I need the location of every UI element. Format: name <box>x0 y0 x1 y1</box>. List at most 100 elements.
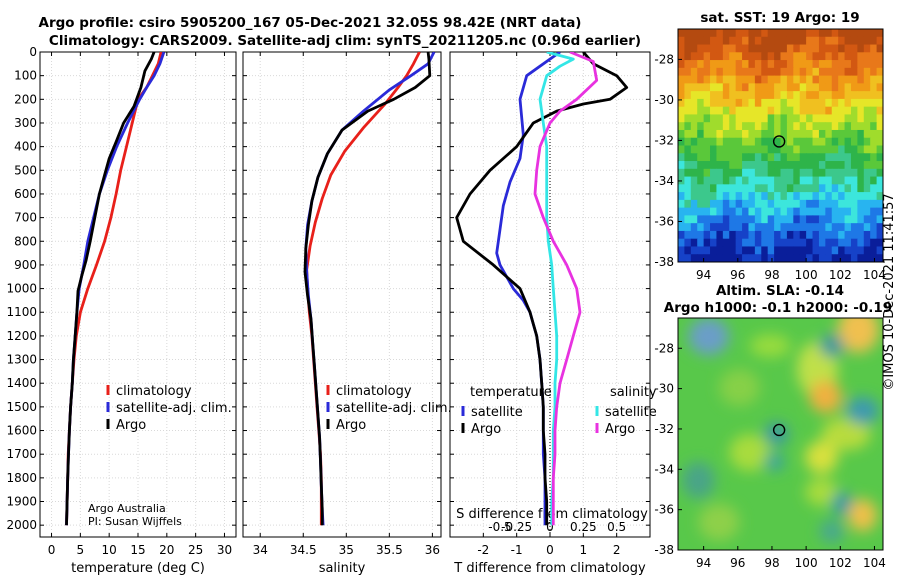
sst-cell <box>678 230 686 240</box>
sst-cell <box>678 238 686 248</box>
sst-cell <box>786 192 794 201</box>
sst-cell <box>844 161 852 170</box>
sst-cell <box>690 254 698 262</box>
map-y-tick-label: -36 <box>654 214 674 228</box>
sst-cell <box>684 238 692 248</box>
sst-cell <box>761 246 769 255</box>
sst-cell <box>793 106 801 116</box>
sst-cell <box>780 75 788 84</box>
sst-cell <box>684 83 692 92</box>
sst-cell <box>786 230 794 240</box>
x-tick-label: 34.5 <box>290 543 317 557</box>
s-tick-label: 0 <box>546 520 554 534</box>
sst-cell <box>684 91 692 100</box>
sst-cell <box>774 168 782 178</box>
sst-cell <box>806 230 814 240</box>
y-tick-label: 1500 <box>6 400 37 414</box>
sst-cell <box>761 176 769 185</box>
sst-cell <box>716 161 724 170</box>
sst-cell <box>857 60 865 69</box>
sst-cell <box>774 52 782 61</box>
sst-cell <box>761 145 769 154</box>
sst-cell <box>857 199 865 209</box>
sst-cell <box>729 67 737 77</box>
sst-cell <box>863 254 871 262</box>
sst-cell <box>722 199 730 209</box>
sst-cell <box>767 122 775 131</box>
sst-cell <box>703 215 711 224</box>
sst-cell <box>876 153 883 162</box>
sst-cell <box>722 36 730 46</box>
sst-cell <box>857 122 865 131</box>
sst-cell <box>844 223 852 232</box>
sst-cell <box>812 230 820 240</box>
sst-cell <box>703 254 711 262</box>
map-x-tick-label: 100 <box>795 268 818 282</box>
sst-cell <box>850 254 858 262</box>
series-line-salinity-argo <box>533 52 599 526</box>
sst-cell <box>754 83 762 92</box>
sst-cell <box>793 29 801 38</box>
sla-blobs <box>682 318 879 544</box>
map-x-tick-label: 96 <box>730 268 745 282</box>
sst-cell <box>761 60 769 69</box>
sst-cell <box>850 52 858 61</box>
sst-cell <box>850 67 858 77</box>
sst-cell <box>818 106 826 116</box>
sla-anomaly <box>821 417 871 451</box>
sst-cell <box>748 83 756 92</box>
x-tick-label: 0 <box>546 543 554 557</box>
sst-cell <box>870 168 878 178</box>
sst-cell <box>850 153 858 162</box>
sst-cell <box>799 192 807 201</box>
sst-cell <box>825 98 833 108</box>
legend-label: Argo <box>471 422 501 437</box>
sst-cell <box>710 215 718 224</box>
sst-cell <box>774 176 782 185</box>
sst-cell <box>857 223 865 232</box>
sst-cell <box>748 36 756 46</box>
sst-cell <box>722 168 730 178</box>
sst-cell <box>786 67 794 77</box>
sst-cell <box>735 246 743 255</box>
sst-cell <box>761 254 769 262</box>
sst-cell <box>748 98 756 108</box>
sst-cell <box>729 36 737 46</box>
sst-cell <box>831 184 839 193</box>
sst-cell <box>838 230 846 240</box>
sst-cell <box>786 36 794 46</box>
sla-anomaly <box>719 369 760 407</box>
sst-cell <box>793 98 801 108</box>
sst-cell <box>710 75 718 84</box>
sst-cell <box>870 129 878 139</box>
sst-cell <box>722 114 730 123</box>
sst-cell <box>838 122 846 131</box>
sst-cell <box>818 246 826 255</box>
sla-anomaly <box>819 519 845 544</box>
sst-cell <box>684 145 692 154</box>
sst-cell <box>703 223 711 232</box>
sst-cell <box>742 36 750 46</box>
sst-cell <box>844 129 852 139</box>
sst-cell <box>799 207 807 216</box>
sst-cell <box>678 60 686 69</box>
sst-cell <box>831 137 839 147</box>
sst-cell <box>844 254 852 262</box>
sst-cell <box>838 199 846 209</box>
sst-cell <box>690 114 698 123</box>
sst-cell <box>710 129 718 139</box>
sst-cell <box>793 192 801 201</box>
y-tick-label: 700 <box>14 211 37 225</box>
x-tick-label: -1 <box>511 543 523 557</box>
sst-cell <box>690 145 698 154</box>
sst-cell <box>838 184 846 193</box>
sst-cell <box>678 91 686 100</box>
sst-cell <box>838 75 846 84</box>
sst-cell <box>850 44 858 53</box>
sst-cell <box>716 60 724 69</box>
sst-cell <box>767 75 775 84</box>
sst-cell <box>729 52 737 61</box>
sst-cell <box>844 176 852 185</box>
sst-cell <box>780 199 788 209</box>
sst-cell <box>742 168 750 178</box>
